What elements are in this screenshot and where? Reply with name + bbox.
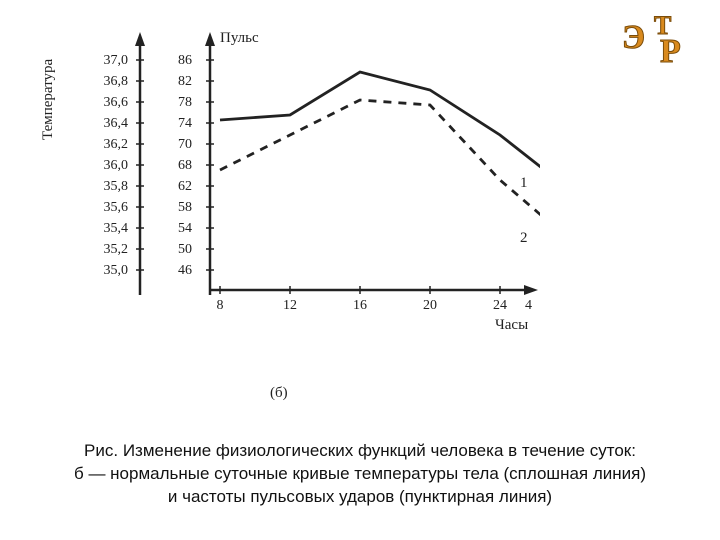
x-axis-arrow — [524, 285, 538, 295]
y2-tick-5: 68 — [162, 158, 192, 174]
y2-tick-3: 74 — [162, 116, 192, 132]
y2-tick-8: 54 — [162, 221, 192, 237]
y2-tick-2: 78 — [162, 95, 192, 111]
line-chart: Пульс 37,0 36,8 36,6 36,4 36,2 36,0 35,8… — [60, 20, 540, 350]
y2-tick-10: 46 — [162, 263, 192, 279]
y1-tick-0: 37,0 — [90, 53, 128, 69]
y-axis-primary-label: Температура — [40, 59, 57, 140]
y2-tick-7: 58 — [162, 200, 192, 216]
y-axis-1-arrow — [135, 32, 145, 46]
y1-tick-7: 35,6 — [90, 200, 128, 216]
y2-tick-9: 50 — [162, 242, 192, 258]
caption-line-2: б — нормальные суточные кривые температу… — [0, 463, 720, 486]
y-axis-2-arrow — [205, 32, 215, 46]
y1-tick-4: 36,2 — [90, 137, 128, 153]
y2-tick-0: 86 — [162, 53, 192, 69]
series-1-label: 1 — [520, 175, 528, 192]
y1-tick-10: 35,0 — [90, 263, 128, 279]
figure-caption: Рис. Изменение физиологических функций ч… — [0, 440, 720, 509]
y1-tick-6: 35,8 — [90, 179, 128, 195]
x-axis-label: Часы — [495, 317, 528, 334]
y2-tick-6: 62 — [162, 179, 192, 195]
y-axis-secondary-label: Пульс — [220, 30, 259, 47]
caption-line-1: Рис. Изменение физиологических функций ч… — [0, 440, 720, 463]
y1-tick-3: 36,4 — [90, 116, 128, 132]
y2-tick-1: 82 — [162, 74, 192, 90]
x-tick-4: 24 — [488, 298, 512, 314]
logo-letter-3: Р — [660, 33, 681, 68]
subfigure-label: (б) — [270, 385, 288, 402]
x-tick-1: 12 — [278, 298, 302, 314]
x-tick-2: 16 — [348, 298, 372, 314]
x-tick-0: 8 — [210, 298, 230, 314]
y1-tick-8: 35,4 — [90, 221, 128, 237]
y1-tick-9: 35,2 — [90, 242, 128, 258]
logo-badge: Э Т Р — [620, 8, 700, 73]
series-2-line — [220, 100, 540, 240]
logo-letter-1: Э — [622, 19, 645, 56]
y1-tick-1: 36,8 — [90, 74, 128, 90]
x-tick-3: 20 — [418, 298, 442, 314]
x-tick-5: 4 — [512, 298, 532, 314]
y1-tick-5: 36,0 — [90, 158, 128, 174]
caption-line-3: и частоты пульсовых ударов (пунктирная л… — [0, 486, 720, 509]
y2-tick-4: 70 — [162, 137, 192, 153]
series-2-label: 2 — [520, 230, 528, 247]
y1-tick-2: 36,6 — [90, 95, 128, 111]
